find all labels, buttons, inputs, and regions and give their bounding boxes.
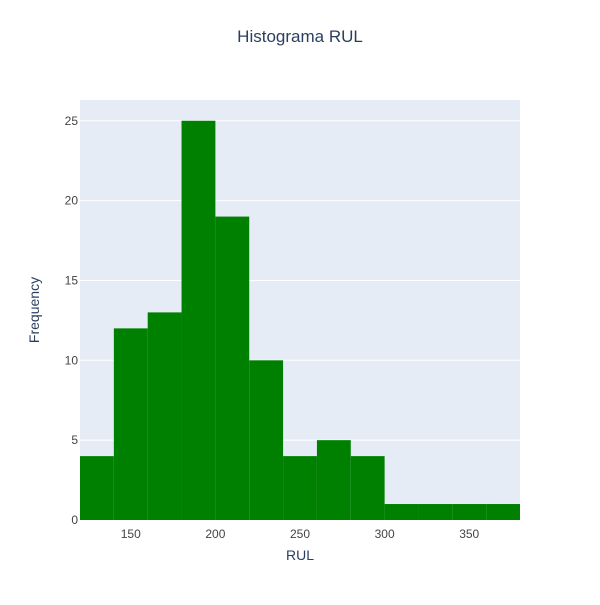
- x-tick-label: 300: [375, 527, 395, 541]
- bars: [80, 120, 520, 520]
- histogram-bar: [181, 120, 216, 520]
- x-tick-label: 200: [205, 527, 225, 541]
- x-axis-label: RUL: [286, 547, 314, 563]
- histogram-bar: [283, 456, 317, 520]
- histogram-bar: [316, 440, 351, 520]
- histogram-bar: [384, 504, 419, 520]
- y-axis-label: Frequency: [26, 277, 42, 343]
- histogram-bar: [215, 216, 250, 520]
- histogram-bar: [113, 328, 148, 520]
- histogram-bar: [80, 456, 114, 520]
- y-tick-label: 15: [65, 273, 79, 287]
- histogram-bar: [350, 456, 385, 520]
- y-tick-label: 5: [71, 433, 78, 447]
- x-tick-label: 350: [459, 527, 479, 541]
- histogram-bar: [486, 504, 520, 520]
- histogram-bar: [249, 360, 284, 520]
- x-tick-label: 250: [290, 527, 310, 541]
- y-tick-label: 10: [65, 353, 79, 367]
- x-tick-label: 150: [121, 527, 141, 541]
- histogram-bar: [418, 504, 453, 520]
- y-tick-label: 20: [65, 194, 79, 208]
- histogram-bar: [147, 312, 182, 520]
- chart-title: Histograma RUL: [237, 27, 363, 46]
- y-tick-label: 25: [65, 114, 79, 128]
- y-tick-label: 0: [71, 513, 78, 527]
- x-axis-ticks: 150 200 250 300 350: [121, 527, 480, 541]
- histogram-bar: [452, 504, 487, 520]
- y-axis-ticks: 0 5 10 15 20 25: [65, 114, 79, 527]
